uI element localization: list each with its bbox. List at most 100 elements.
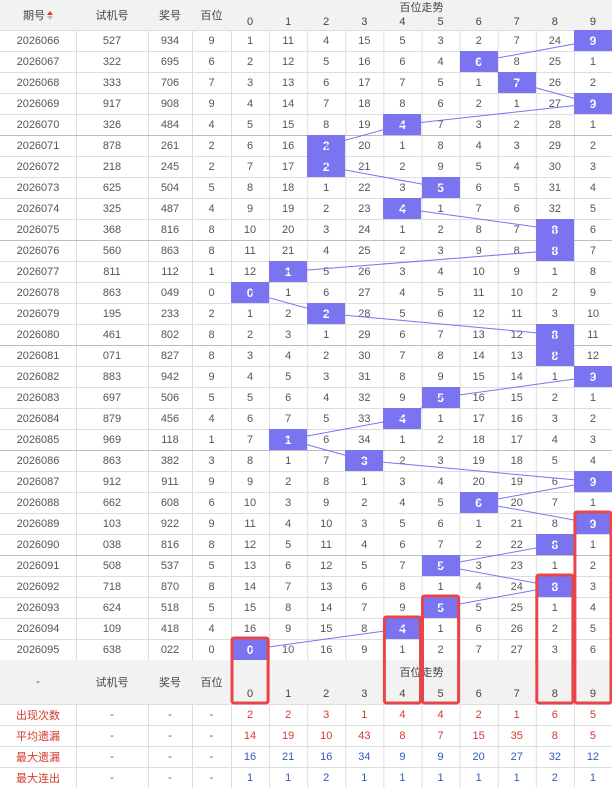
miss-count: 9 (437, 370, 444, 383)
miss-count: 14 (243, 580, 257, 593)
miss-count: 3 (399, 181, 406, 194)
miss-count: 14 (320, 601, 333, 614)
stat-value: 2 (475, 708, 482, 721)
miss-count: 6 (361, 580, 368, 593)
stat-value: 9 (399, 750, 406, 763)
prize-number: 245 (160, 160, 180, 173)
miss-count: 1 (437, 202, 444, 215)
test-number: 969 (102, 433, 122, 446)
miss-count: 20 (282, 223, 295, 236)
miss-count: 19 (282, 202, 295, 215)
miss-count: 2 (323, 202, 330, 215)
miss-count: 32 (358, 391, 371, 404)
miss-count: 5 (285, 370, 292, 383)
miss-count: 15 (320, 622, 333, 635)
prize-number: 049 (160, 286, 180, 299)
miss-count: 6 (323, 433, 330, 446)
sort-icon[interactable] (47, 10, 53, 20)
issue-number: 2026072 (16, 160, 60, 173)
miss-count: 5 (399, 34, 406, 47)
stat-value: 35 (510, 729, 523, 742)
miss-count: 22 (358, 181, 371, 194)
test-number: 624 (102, 601, 122, 614)
miss-count: 2 (551, 622, 558, 635)
issue-header[interactable]: 期号 (0, 0, 76, 30)
miss-count: 11 (244, 517, 256, 530)
miss-count: 6 (437, 517, 444, 530)
miss-count: 8 (285, 601, 292, 614)
issue-number: 2026082 (16, 370, 60, 383)
miss-count: 8 (589, 265, 596, 278)
miss-count: 15 (282, 118, 295, 131)
prize-number: 922 (160, 517, 180, 530)
prize-number: 112 (161, 265, 179, 278)
hit-ball: 5 (421, 555, 460, 576)
miss-count: 21 (358, 160, 371, 173)
test-number: 071 (102, 349, 122, 362)
miss-count: 5 (475, 160, 482, 173)
miss-count: 3 (323, 370, 330, 383)
miss-count: 25 (548, 55, 561, 68)
miss-count: 6 (589, 223, 596, 236)
footer-test-header: 试机号 (76, 660, 148, 704)
miss-count: 4 (589, 601, 596, 614)
stat-value: 15 (472, 729, 485, 742)
miss-count: 2 (513, 118, 520, 131)
stat-value: 1 (513, 771, 520, 784)
hundreds-digit: 8 (208, 244, 215, 257)
miss-count: 4 (323, 34, 330, 47)
miss-count: 10 (282, 643, 295, 656)
miss-count: 2 (475, 97, 482, 110)
issue-number: 2026077 (16, 265, 60, 278)
miss-count: 12 (472, 307, 485, 320)
miss-count: 5 (323, 55, 330, 68)
miss-count: 20 (510, 496, 523, 509)
stat-value: 21 (282, 750, 295, 763)
miss-count: 13 (243, 559, 257, 572)
test-number: 625 (102, 181, 122, 194)
miss-count: 6 (475, 622, 482, 635)
miss-count: 8 (399, 580, 406, 593)
hundreds-digit: 9 (208, 475, 215, 488)
miss-count: 21 (282, 244, 295, 257)
miss-count: 31 (548, 181, 561, 194)
miss-count: 4 (285, 349, 292, 362)
miss-count: 3 (285, 496, 292, 509)
miss-count: 1 (246, 34, 254, 47)
miss-count: 9 (361, 643, 368, 656)
miss-count: 3 (323, 223, 330, 236)
issue-number: 2026088 (16, 496, 60, 509)
hit-ball: 6 (459, 492, 498, 513)
miss-count: 8 (475, 223, 482, 236)
miss-count: 32 (548, 202, 561, 215)
prize-number-header: 奖号 (148, 0, 192, 30)
miss-count: 26 (358, 265, 371, 278)
miss-count: 2 (246, 328, 254, 341)
stat-value: 8 (551, 729, 558, 742)
hundreds-digit: 7 (208, 76, 215, 89)
stat-value: 1 (589, 771, 596, 784)
issue-number: 2026083 (16, 391, 60, 404)
miss-count: 5 (399, 517, 406, 530)
miss-count: 4 (246, 370, 254, 383)
miss-count: 2 (399, 454, 406, 467)
miss-count: 34 (358, 433, 371, 446)
footer-digit-header-9: 9 (573, 684, 612, 704)
miss-count: 7 (361, 601, 368, 614)
miss-count: 7 (475, 643, 482, 656)
miss-count: 4 (246, 97, 254, 110)
hit-ball: 2 (307, 135, 346, 156)
miss-count: 7 (551, 496, 558, 509)
test-number: 878 (102, 139, 122, 152)
miss-count: 15 (510, 391, 523, 404)
miss-count: 19 (510, 475, 523, 488)
stat-value: 3 (323, 708, 330, 721)
issue-number: 2026068 (16, 76, 60, 89)
test-number: 560 (102, 244, 122, 257)
miss-count: 4 (475, 580, 482, 593)
miss-count: 9 (399, 601, 406, 614)
miss-count: 13 (320, 580, 333, 593)
miss-count: 8 (246, 181, 254, 194)
miss-count: 18 (472, 433, 485, 446)
